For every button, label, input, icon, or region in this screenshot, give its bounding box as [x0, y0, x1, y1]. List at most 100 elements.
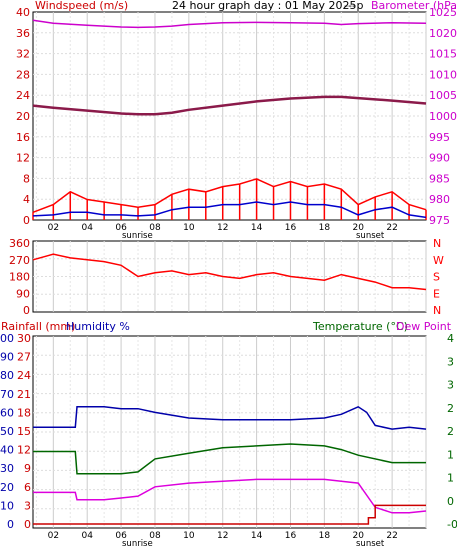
wind-tick-10: 40	[16, 6, 30, 19]
temp-xlabel-6: 14	[251, 531, 263, 541]
wind-left-ticks: 0 4 8 12 16 20 24 28 32 36 40	[16, 6, 30, 227]
dir-compass-0: N	[433, 304, 441, 317]
direction-panel-grid	[33, 241, 427, 312]
temp-series-0	[33, 405, 427, 430]
humidity-tick-5: 50	[0, 425, 14, 438]
temp-tick-0: -0	[447, 518, 457, 531]
temp-series-3	[33, 504, 426, 525]
wind-tick-8: 32	[16, 48, 30, 61]
humidity-tick-4: 40	[0, 444, 14, 457]
rain-tick-0: 0	[24, 518, 31, 531]
dir-tick-3: 270	[9, 254, 30, 267]
wind-xlabel-10: 22	[386, 223, 397, 233]
graph-title-suffix: ---	[344, 0, 356, 12]
temp-xlabel-3: 08	[149, 531, 161, 541]
temp-xlabel-2: 06	[115, 531, 127, 541]
temp-panel-series	[33, 405, 427, 525]
humidity-tick-3: 30	[0, 462, 14, 475]
dir-compass-2: S	[433, 271, 440, 284]
wind-xlabel-2: 06	[115, 223, 127, 233]
wind-xlabel-5: 12	[217, 223, 228, 233]
wind-series-1	[32, 19, 427, 29]
temp-series-1	[33, 443, 426, 475]
temp-xlabel-4: 10	[183, 531, 195, 541]
sunrise-label-1: sunrise	[122, 231, 153, 241]
dir-tick-0: 0	[23, 304, 30, 317]
rain-tick-9: 27	[17, 351, 31, 364]
wind-xlabel-8: 18	[319, 223, 331, 233]
wind-tick-6: 24	[16, 89, 30, 102]
pressure-tick-0: 975	[429, 214, 450, 227]
humidity-tick-1: 10	[0, 499, 14, 512]
humidity-title: Humidity %	[66, 320, 130, 333]
pressure-tick-3: 990	[429, 152, 450, 165]
temp-tick-1: 0	[447, 495, 454, 508]
humidity-tick-6: 60	[0, 406, 14, 419]
temp-xlabel-10: 22	[386, 531, 397, 541]
wind-series-3	[32, 201, 427, 219]
graph-title: 24 hour graph day : 01 May 2025p	[172, 0, 364, 12]
rain-tick-8: 24	[17, 369, 31, 382]
pressure-tick-6: 1005	[429, 89, 457, 102]
wind-xlabel-1: 04	[81, 223, 93, 233]
sunrise-label-3: sunrise	[122, 539, 153, 549]
wind-title: Windspeed (m/s)	[35, 0, 128, 12]
humidity-tick-9: 90	[0, 351, 14, 364]
wind-tick-9: 36	[16, 27, 30, 40]
wind-xlabel-9: 20	[353, 223, 365, 233]
rain-tick-3: 9	[24, 462, 31, 475]
pressure-tick-4: 995	[429, 131, 450, 144]
temp-tick-2: 1	[447, 472, 454, 485]
pressure-tick-5: 1000	[429, 110, 457, 123]
wind-xlabel-0: 02	[48, 223, 59, 233]
temp-series-2	[33, 478, 427, 514]
temp-tick-3: 1	[447, 448, 454, 461]
rain-title: Rainfall (mm)	[1, 320, 75, 333]
wind-tick-1: 4	[23, 193, 30, 206]
humidity-left-ticks: 0 10 20 30 40 50 60 70 80 90 100	[0, 332, 14, 531]
humidity-tick-8: 80	[0, 369, 14, 382]
wind-xlabel-3: 08	[149, 223, 161, 233]
humidity-tick-2: 20	[0, 481, 14, 494]
temp-tick-8: 4	[447, 332, 454, 345]
temp-tick-5: 2	[447, 402, 454, 415]
wind-x-ticks: 02 04 06 08 10 12 14 16 18 20 22	[48, 223, 398, 233]
pressure-tick-7: 1010	[429, 68, 457, 81]
dir-tick-2: 180	[9, 271, 30, 284]
humidity-tick-0: 0	[7, 518, 14, 531]
pressure-tick-8: 1015	[429, 48, 457, 61]
temp-title: Temperature (°C)	[312, 320, 408, 333]
wind-tick-7: 28	[16, 68, 30, 81]
temp-xlabel-0: 02	[48, 531, 59, 541]
direction-left-ticks: 0 90 180 270 360	[9, 237, 30, 317]
rain-left-ticks: 0 3 6 9 12 15 18 21 24 27 30	[17, 332, 31, 531]
wind-tick-3: 12	[16, 152, 30, 165]
wind-tick-0: 0	[23, 214, 30, 227]
pressure-right-ticks: 975 980 985 990 995 1000 1005 1010 1015 1020 1025	[429, 6, 457, 227]
pressure-tick-2: 985	[429, 172, 450, 185]
wind-tick-5: 20	[16, 110, 30, 123]
rain-tick-1: 3	[24, 499, 31, 512]
rain-tick-2: 6	[24, 481, 31, 494]
rain-tick-7: 21	[17, 388, 31, 401]
wind-tick-2: 8	[23, 172, 30, 185]
direction-panel-series	[32, 253, 427, 291]
temp-xlabel-5: 12	[217, 531, 228, 541]
rain-tick-4: 12	[17, 444, 31, 457]
wind-xlabel-6: 14	[251, 223, 263, 233]
dir-compass-4: N	[433, 237, 441, 250]
wind-panel-series	[32, 19, 427, 220]
temp-xlabel-8: 18	[319, 531, 331, 541]
dir-compass-1: E	[433, 287, 440, 300]
rain-tick-6: 18	[17, 406, 31, 419]
wind-panel-grid	[33, 12, 427, 220]
temp-xlabel-1: 04	[81, 531, 93, 541]
sunset-label-1: sunset	[356, 231, 385, 241]
dir-tick-4: 360	[9, 237, 30, 250]
pressure-tick-1: 980	[429, 193, 450, 206]
humidity-tick-10: 100	[0, 332, 14, 345]
temp-x-ticks: 02 04 06 08 10 12 14 16 18 20 22	[48, 531, 398, 541]
